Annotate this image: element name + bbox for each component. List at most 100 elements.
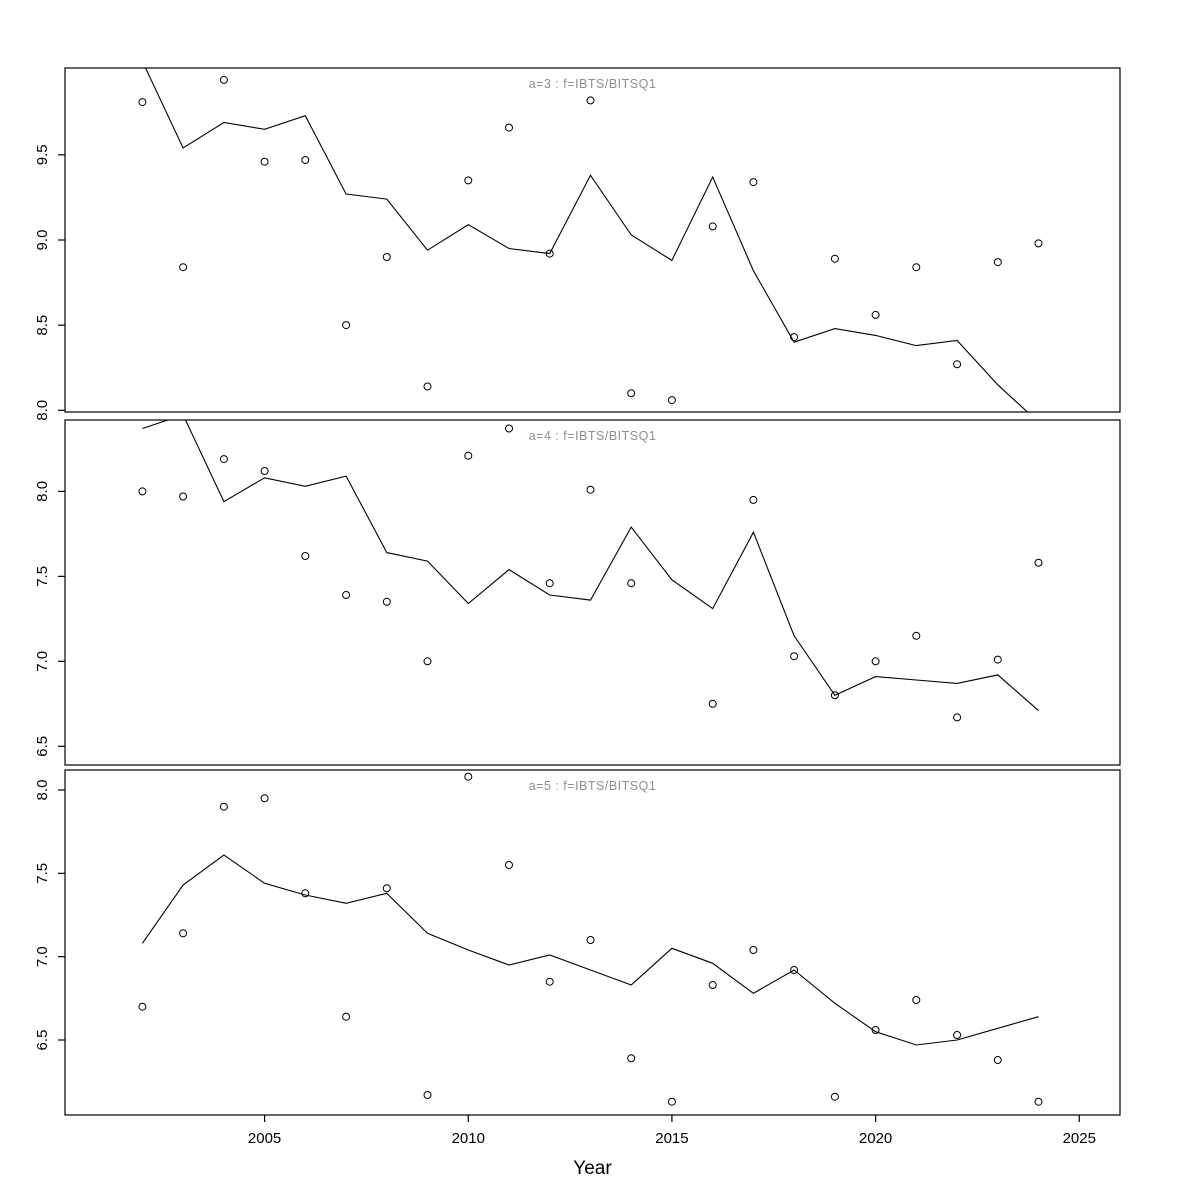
x-tick-label: 2020: [859, 1130, 892, 1147]
observed-point: [301, 889, 310, 898]
observed-point: [627, 1054, 636, 1063]
observed-point: [342, 321, 351, 330]
observed-point: [179, 263, 188, 272]
observed-point: [505, 123, 513, 132]
observed-point: [993, 655, 1002, 664]
panel-title: a=5 : f=IBTS/BITSQ1: [529, 779, 657, 793]
observed-point: [423, 382, 432, 391]
observed-point: [219, 802, 228, 811]
y-tick-label: 8.0: [34, 481, 51, 502]
panel-a4: 6.5 7.0 7.5 8.0 a=4 : f=IBTS/BITSQ1: [34, 419, 1121, 775]
observed-point: [708, 981, 717, 989]
observed-point: [219, 455, 228, 464]
y-tick-label: 6.5: [34, 1030, 51, 1051]
observed-point: [382, 253, 391, 261]
observed-point: [1034, 558, 1043, 567]
observed-point: [871, 657, 880, 666]
observed-point: [586, 936, 595, 944]
observed-point: [505, 861, 513, 869]
observed-point: [138, 98, 147, 107]
observed-point: [749, 495, 758, 504]
observed-point: [260, 467, 269, 475]
observed-point: [871, 1026, 880, 1034]
x-tick-label: 2025: [1063, 1130, 1096, 1147]
observed-point: [1034, 1097, 1043, 1106]
observed-point: [912, 996, 921, 1004]
observed-point: [667, 396, 676, 405]
y-tick-label: 7.5: [34, 863, 51, 884]
y-tick-label: 7.0: [34, 946, 51, 967]
observed-point: [708, 699, 717, 708]
y-tick-label: 9.5: [34, 144, 51, 165]
y-tick-label: 8.5: [34, 315, 51, 336]
observed-point: [382, 884, 391, 893]
panel-a3: 8.0 8.5 9.0 9.5 a=3 : f=IBTS/BITSQ1: [34, 67, 1121, 421]
observed-point: [179, 492, 188, 501]
observed-point: [423, 1091, 432, 1099]
observed-point: [545, 249, 554, 258]
fitted-line: [141, 854, 1039, 1046]
observed-point: [912, 263, 921, 272]
observed-point: [668, 768, 675, 775]
observed-point: [627, 389, 636, 398]
observed-point: [749, 946, 758, 954]
panel-border: [64, 67, 1121, 413]
observed-point: [1034, 239, 1043, 248]
observed-point: [708, 222, 717, 231]
y-tick-label: 9.0: [34, 230, 51, 251]
observed-point: [138, 1002, 147, 1011]
observed-point: [342, 1012, 351, 1021]
observed-point: [301, 156, 310, 164]
panel-title: a=3 : f=IBTS/BITSQ1: [529, 77, 657, 91]
observed-point: [953, 360, 962, 369]
observed-point: [830, 1092, 839, 1101]
y-tick-label: 8.0: [34, 400, 51, 421]
observed-point: [138, 487, 147, 496]
observed-point: [993, 1056, 1002, 1064]
y-tick-label: 6.5: [34, 736, 51, 757]
observed-point: [953, 713, 962, 722]
observed-point: [342, 591, 351, 599]
observed-point: [993, 258, 1002, 267]
observed-point: [464, 176, 473, 185]
y-tick-label: 8.0: [34, 780, 51, 801]
observed-point: [749, 178, 758, 187]
observed-point: [830, 691, 839, 700]
x-axis-title: Year: [573, 1158, 612, 1179]
observed-point: [464, 451, 473, 460]
observed-point: [627, 579, 636, 588]
y-tick-label: 7.0: [34, 651, 51, 672]
observed-point: [505, 424, 513, 433]
observed-point: [790, 652, 799, 661]
x-tick-label: 2010: [452, 1130, 485, 1147]
observed-point: [871, 310, 880, 319]
panel-border: [64, 419, 1121, 766]
observed-point: [382, 597, 391, 606]
observed-point: [423, 657, 432, 666]
observed-point: [830, 254, 839, 263]
observed-point: [464, 772, 473, 781]
observed-point: [301, 552, 310, 560]
observed-point: [586, 485, 595, 494]
observed-point: [260, 794, 269, 803]
x-tick-label: 2005: [248, 1130, 281, 1147]
observed-point: [953, 1031, 962, 1039]
observed-point: [790, 966, 799, 974]
fitted-line: [144, 68, 1029, 412]
observed-point: [179, 929, 188, 938]
panel-border: [64, 769, 1121, 1116]
observed-point: [260, 157, 269, 166]
panel-a5: 6.5 7.0 7.5 8.0 2005 2010 2015 2020 2025 a=5 : f=…: [34, 769, 1121, 1147]
observed-point: [545, 977, 554, 986]
observed-point: [219, 75, 228, 84]
observed-point: [790, 333, 799, 342]
y-tick-label: 7.5: [34, 566, 51, 587]
x-tick-label: 2015: [655, 1130, 688, 1147]
fitted-line: [142, 420, 1039, 712]
observed-point: [912, 631, 921, 640]
observed-point: [586, 96, 595, 105]
panel-title: a=4 : f=IBTS/BITSQ1: [529, 429, 657, 443]
observed-point: [545, 579, 554, 588]
